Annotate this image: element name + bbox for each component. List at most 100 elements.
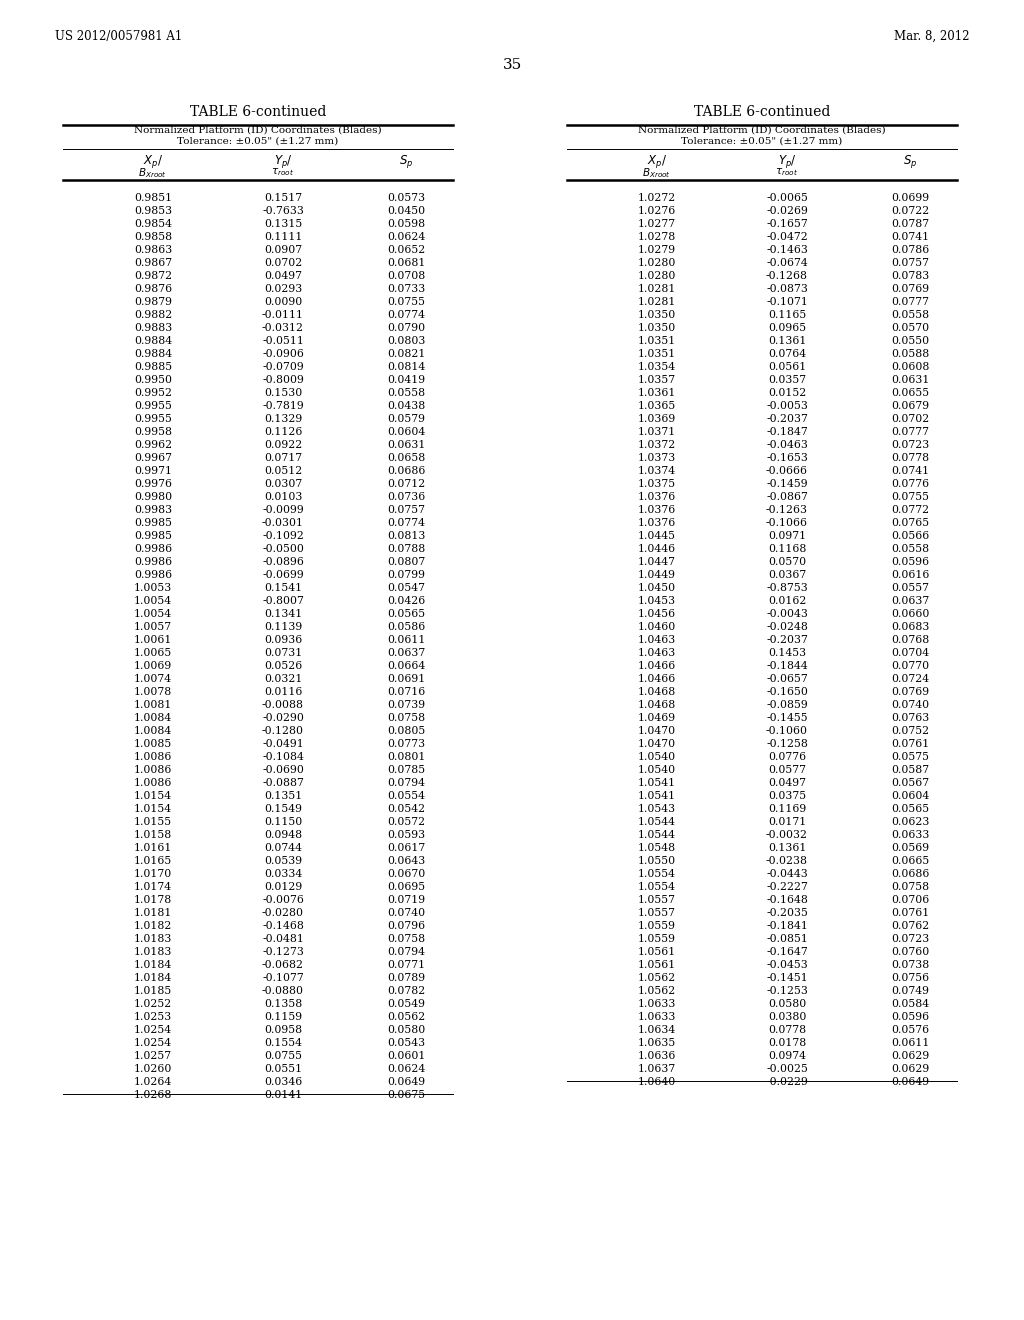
Text: 0.0652: 0.0652 bbox=[387, 246, 425, 255]
Text: 1.0354: 1.0354 bbox=[638, 362, 676, 372]
Text: 1.0540: 1.0540 bbox=[638, 752, 676, 762]
Text: -0.0481: -0.0481 bbox=[262, 935, 304, 944]
Text: 1.0460: 1.0460 bbox=[638, 622, 676, 632]
Text: 0.0807: 0.0807 bbox=[387, 557, 425, 568]
Text: 0.0821: 0.0821 bbox=[387, 348, 425, 359]
Text: 1.0086: 1.0086 bbox=[134, 766, 172, 775]
Text: -0.1268: -0.1268 bbox=[766, 271, 808, 281]
Text: 0.0497: 0.0497 bbox=[264, 271, 302, 281]
Text: -0.0280: -0.0280 bbox=[262, 908, 304, 917]
Text: 1.0084: 1.0084 bbox=[134, 713, 172, 723]
Text: -0.1077: -0.1077 bbox=[262, 973, 304, 983]
Text: 0.0702: 0.0702 bbox=[264, 257, 302, 268]
Text: 0.9955: 0.9955 bbox=[134, 401, 172, 411]
Text: 0.0649: 0.0649 bbox=[387, 1077, 425, 1086]
Text: 0.9967: 0.9967 bbox=[134, 453, 172, 463]
Text: 0.0637: 0.0637 bbox=[387, 648, 425, 657]
Text: 0.0570: 0.0570 bbox=[768, 557, 806, 568]
Text: -0.1653: -0.1653 bbox=[766, 453, 808, 463]
Text: 0.0787: 0.0787 bbox=[891, 219, 929, 228]
Text: 1.0357: 1.0357 bbox=[638, 375, 676, 385]
Text: $X_p/$: $X_p/$ bbox=[143, 153, 163, 170]
Text: 0.0557: 0.0557 bbox=[891, 583, 929, 593]
Text: 1.0268: 1.0268 bbox=[134, 1090, 172, 1100]
Text: Tolerance: ±0.05" (±1.27 mm): Tolerance: ±0.05" (±1.27 mm) bbox=[177, 137, 339, 147]
Text: 0.0922: 0.0922 bbox=[264, 440, 302, 450]
Text: 1.0541: 1.0541 bbox=[638, 791, 676, 801]
Text: 0.0616: 0.0616 bbox=[891, 570, 929, 579]
Text: 1.0182: 1.0182 bbox=[134, 921, 172, 931]
Text: 1.0469: 1.0469 bbox=[638, 713, 676, 723]
Text: 0.0907: 0.0907 bbox=[264, 246, 302, 255]
Text: 0.9885: 0.9885 bbox=[134, 362, 172, 372]
Text: -0.1060: -0.1060 bbox=[766, 726, 808, 737]
Text: -0.0896: -0.0896 bbox=[262, 557, 304, 568]
Text: 1.0466: 1.0466 bbox=[638, 675, 676, 684]
Text: -0.2227: -0.2227 bbox=[766, 882, 808, 892]
Text: 0.0782: 0.0782 bbox=[387, 986, 425, 997]
Text: 1.0557: 1.0557 bbox=[638, 895, 676, 906]
Text: 0.0686: 0.0686 bbox=[387, 466, 425, 477]
Text: 1.0544: 1.0544 bbox=[638, 830, 676, 840]
Text: 0.0776: 0.0776 bbox=[768, 752, 806, 762]
Text: 0.0587: 0.0587 bbox=[891, 766, 929, 775]
Text: 0.9883: 0.9883 bbox=[134, 323, 172, 333]
Text: 0.0660: 0.0660 bbox=[891, 609, 929, 619]
Text: 1.0559: 1.0559 bbox=[638, 921, 676, 931]
Text: 0.0778: 0.0778 bbox=[891, 453, 929, 463]
Text: 0.0744: 0.0744 bbox=[264, 843, 302, 853]
Text: 1.0561: 1.0561 bbox=[638, 946, 676, 957]
Text: -0.0453: -0.0453 bbox=[766, 960, 808, 970]
Text: 0.0580: 0.0580 bbox=[768, 999, 806, 1008]
Text: 0.1111: 0.1111 bbox=[264, 232, 302, 242]
Text: 0.0716: 0.0716 bbox=[387, 686, 425, 697]
Text: 0.0971: 0.0971 bbox=[768, 531, 806, 541]
Text: 0.9986: 0.9986 bbox=[134, 570, 172, 579]
Text: 1.0554: 1.0554 bbox=[638, 869, 676, 879]
Text: 0.0758: 0.0758 bbox=[891, 882, 929, 892]
Text: 1.0350: 1.0350 bbox=[638, 323, 676, 333]
Text: 35: 35 bbox=[503, 58, 521, 73]
Text: -0.1650: -0.1650 bbox=[766, 686, 808, 697]
Text: 1.0634: 1.0634 bbox=[638, 1026, 676, 1035]
Text: -0.0906: -0.0906 bbox=[262, 348, 304, 359]
Text: 0.0681: 0.0681 bbox=[387, 257, 425, 268]
Text: 0.0601: 0.0601 bbox=[387, 1051, 425, 1061]
Text: 1.0260: 1.0260 bbox=[134, 1064, 172, 1074]
Text: 0.0772: 0.0772 bbox=[891, 506, 929, 515]
Text: 1.0174: 1.0174 bbox=[134, 882, 172, 892]
Text: 1.0450: 1.0450 bbox=[638, 583, 676, 593]
Text: 0.0129: 0.0129 bbox=[264, 882, 302, 892]
Text: 1.0640: 1.0640 bbox=[638, 1077, 676, 1086]
Text: 0.0762: 0.0762 bbox=[891, 921, 929, 931]
Text: 1.0053: 1.0053 bbox=[134, 583, 172, 593]
Text: $B_{Xroot}$: $B_{Xroot}$ bbox=[642, 166, 672, 180]
Text: -0.0699: -0.0699 bbox=[262, 570, 304, 579]
Text: 0.0162: 0.0162 bbox=[768, 597, 806, 606]
Text: 0.0777: 0.0777 bbox=[891, 426, 929, 437]
Text: 0.0598: 0.0598 bbox=[387, 219, 425, 228]
Text: 0.0561: 0.0561 bbox=[768, 362, 806, 372]
Text: TABLE 6-continued: TABLE 6-continued bbox=[189, 106, 327, 119]
Text: 0.0562: 0.0562 bbox=[387, 1012, 425, 1022]
Text: 1.0361: 1.0361 bbox=[638, 388, 676, 399]
Text: 0.0773: 0.0773 bbox=[387, 739, 425, 748]
Text: 0.0777: 0.0777 bbox=[891, 297, 929, 308]
Text: 0.9971: 0.9971 bbox=[134, 466, 172, 477]
Text: 1.0277: 1.0277 bbox=[638, 219, 676, 228]
Text: 0.0724: 0.0724 bbox=[891, 675, 929, 684]
Text: 0.0769: 0.0769 bbox=[891, 284, 929, 294]
Text: 0.1530: 0.1530 bbox=[264, 388, 302, 399]
Text: -0.0111: -0.0111 bbox=[262, 310, 304, 319]
Text: -0.0511: -0.0511 bbox=[262, 337, 304, 346]
Text: 0.0741: 0.0741 bbox=[891, 232, 929, 242]
Text: 0.1315: 0.1315 bbox=[264, 219, 302, 228]
Text: -0.0674: -0.0674 bbox=[766, 257, 808, 268]
Text: 0.9955: 0.9955 bbox=[134, 414, 172, 424]
Text: 0.0760: 0.0760 bbox=[891, 946, 929, 957]
Text: Mar. 8, 2012: Mar. 8, 2012 bbox=[895, 30, 970, 44]
Text: 0.0722: 0.0722 bbox=[891, 206, 929, 216]
Text: -0.1841: -0.1841 bbox=[766, 921, 808, 931]
Text: 0.0566: 0.0566 bbox=[891, 531, 929, 541]
Text: 0.0740: 0.0740 bbox=[387, 908, 425, 917]
